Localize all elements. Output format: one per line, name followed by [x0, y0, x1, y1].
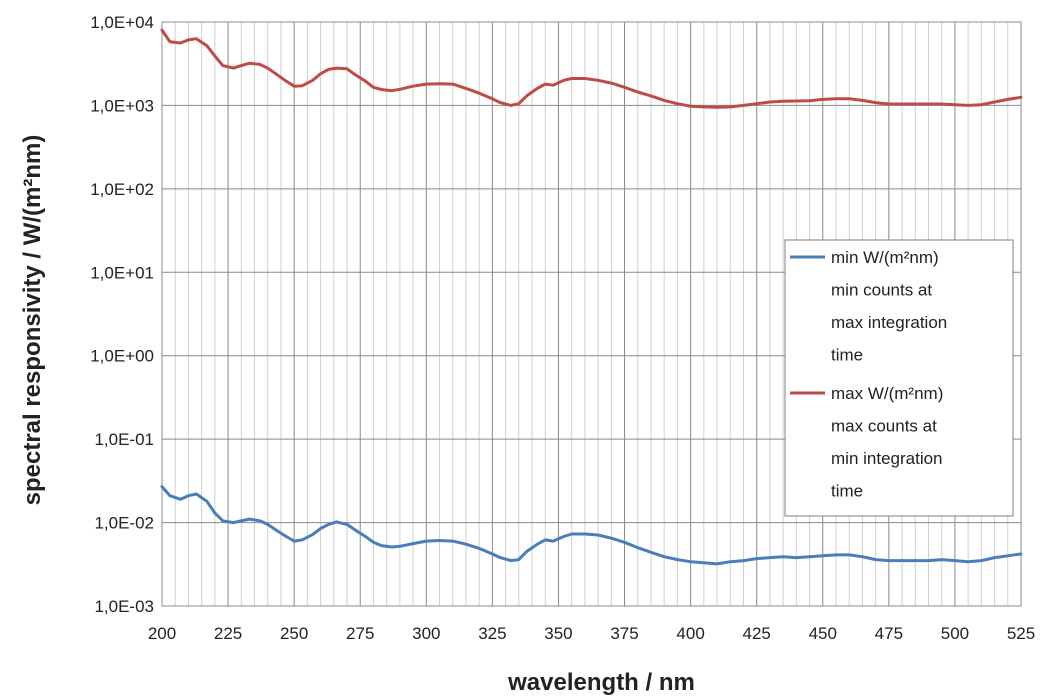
plot-area-frame [161, 21, 1022, 607]
legend-text-min-line-2: min counts at [831, 281, 932, 300]
legend-text-max-line-4: time [831, 482, 863, 501]
x-tick-label: 475 [875, 624, 903, 643]
x-axis-tick-labels: 200 225 250 275 300 325 350 375 400 425 450 475 500 5… [148, 624, 1035, 643]
x-tick-label: 300 [412, 624, 440, 643]
x-tick-label: 425 [743, 624, 771, 643]
x-tick-label: 375 [610, 624, 638, 643]
x-tick-label: 225 [214, 624, 242, 643]
legend-text-min-line-1: min W/(m²nm) [831, 248, 939, 267]
series-line-max [160, 28, 1023, 109]
legend-text-max-line-3: min integration [831, 449, 943, 468]
y-tick-label: 1,0E+01 [90, 263, 154, 282]
legend-text-min-line-4: time [831, 346, 863, 365]
x-tick-label: 400 [676, 624, 704, 643]
x-tick-label: 250 [280, 624, 308, 643]
x-tick-label: 350 [544, 624, 572, 643]
x-axis-title: wavelength / nm [507, 669, 695, 696]
legend-text-min-line-3: max integration [831, 313, 947, 332]
x-tick-label: 325 [478, 624, 506, 643]
y-tick-label: 1,0E-01 [94, 430, 154, 449]
series-line-min [160, 485, 1023, 566]
y-tick-label: 1,0E+02 [90, 180, 154, 199]
legend: min W/(m²nm) min counts at max integrati… [784, 239, 1014, 517]
y-tick-label: 1,0E+04 [90, 13, 154, 32]
y-tick-label: 1,0E+03 [90, 96, 154, 115]
x-tick-label: 275 [346, 624, 374, 643]
x-tick-label: 525 [1007, 624, 1035, 643]
y-tick-label: 1,0E-02 [94, 514, 154, 533]
y-axis-title: spectral responsivity / W/(m²nm) [19, 135, 46, 506]
legend-box [784, 239, 1014, 517]
legend-text-max-line-1: max W/(m²nm) [831, 384, 943, 403]
y-tick-label: 1,0E-03 [94, 597, 154, 616]
y-tick-label: 1,0E+00 [90, 347, 154, 366]
x-tick-label: 500 [941, 624, 969, 643]
series-lines [160, 28, 1023, 566]
x-tick-label: 450 [809, 624, 837, 643]
y-axis-tick-labels: 1,0E-03 1,0E-02 1,0E-01 1,0E+00 1,0E+01 1,0E+… [90, 13, 154, 616]
legend-text-max-line-2: max counts at [831, 417, 937, 436]
x-tick-label: 200 [148, 624, 176, 643]
